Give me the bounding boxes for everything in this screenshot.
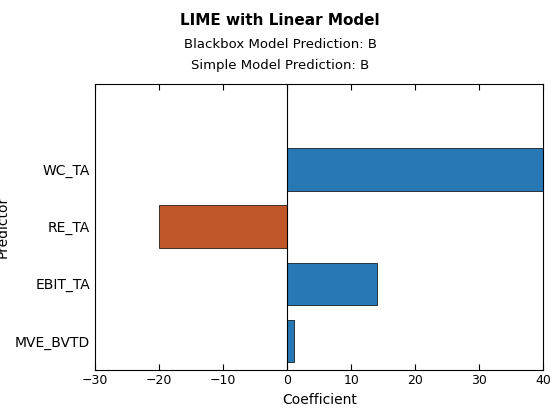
Text: Simple Model Prediction: B: Simple Model Prediction: B (191, 59, 369, 72)
Bar (287, 320, 293, 362)
Text: Blackbox Model Prediction: B: Blackbox Model Prediction: B (184, 38, 376, 51)
Bar (287, 148, 543, 191)
Bar (287, 262, 377, 305)
Text: LIME with Linear Model: LIME with Linear Model (180, 13, 380, 28)
X-axis label: Coefficient: Coefficient (282, 393, 357, 407)
Y-axis label: Predictor: Predictor (0, 196, 10, 258)
Bar (159, 205, 287, 248)
